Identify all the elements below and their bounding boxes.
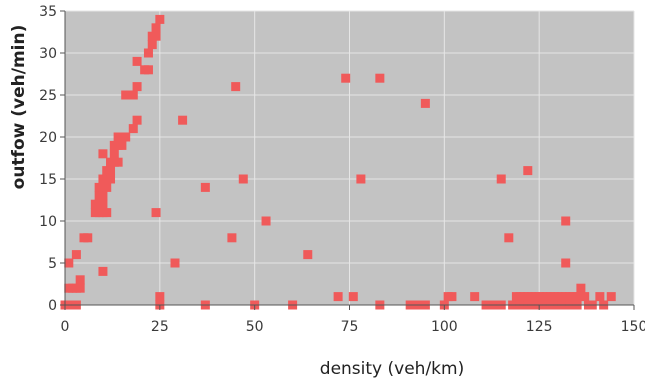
data-point (155, 14, 165, 24)
data-point (375, 73, 385, 83)
gridlines (65, 10, 635, 305)
data-point (447, 292, 457, 302)
y-tick-label: 15 (39, 172, 57, 188)
data-point (238, 174, 248, 184)
data-point (496, 174, 506, 184)
y-tick-label: 30 (39, 46, 57, 62)
data-point (128, 124, 138, 134)
data-point (348, 292, 358, 302)
x-tick-label: 150 (621, 319, 645, 335)
data-point (561, 258, 571, 268)
data-point (572, 292, 582, 302)
data-point (420, 98, 430, 108)
data-point (151, 31, 161, 41)
data-point (121, 132, 131, 142)
y-tick-label: 20 (39, 130, 57, 146)
data-point (83, 233, 93, 243)
data-point (132, 115, 142, 125)
data-point (504, 233, 514, 243)
data-point (64, 258, 74, 268)
data-point (102, 208, 112, 218)
x-tick-label: 50 (246, 319, 264, 335)
data-point (170, 258, 180, 268)
data-point (155, 292, 165, 302)
data-point (128, 90, 138, 100)
y-tick-label: 10 (39, 214, 57, 230)
data-point (106, 166, 116, 176)
data-point (98, 266, 108, 276)
y-tick-label: 35 (39, 4, 57, 20)
data-point (98, 149, 108, 159)
data-point (71, 250, 81, 260)
y-axis-title: outfow (veh/min) (9, 25, 29, 190)
x-axis-ticks: 0 25 50 75 100 125 150 (61, 305, 645, 335)
y-tick-label: 0 (48, 298, 57, 314)
data-point (580, 292, 590, 302)
data-point (117, 140, 127, 150)
data-point (356, 174, 366, 184)
data-point (98, 199, 108, 209)
data-point (75, 283, 85, 293)
data-point (109, 149, 119, 159)
y-axis-ticks: 0 5 10 15 20 25 30 35 (39, 4, 65, 314)
data-point (231, 82, 241, 92)
data-point (113, 157, 123, 167)
x-tick-label: 75 (341, 319, 359, 335)
data-point (561, 216, 571, 226)
data-point (147, 40, 157, 50)
data-point (132, 82, 142, 92)
data-point (200, 182, 210, 192)
data-point (470, 292, 480, 302)
data-point (102, 182, 112, 192)
data-point (132, 56, 142, 66)
x-tick-label: 0 (61, 319, 70, 335)
x-tick-label: 100 (431, 319, 458, 335)
data-point (143, 65, 153, 75)
data-point (341, 73, 351, 83)
data-point (106, 174, 116, 184)
data-point (595, 292, 605, 302)
x-tick-label: 125 (526, 319, 553, 335)
data-point (523, 166, 533, 176)
data-point (151, 208, 161, 218)
data-point (151, 23, 161, 33)
data-point (227, 233, 237, 243)
data-point (143, 48, 153, 58)
y-tick-label: 25 (39, 88, 57, 104)
data-point (333, 292, 343, 302)
data-point (75, 275, 85, 285)
x-tick-label: 25 (151, 319, 169, 335)
data-point (303, 250, 313, 260)
data-point (178, 115, 188, 125)
x-axis-title: density (veh/km) (320, 359, 464, 379)
data-point (98, 191, 108, 201)
data-point (576, 283, 586, 293)
data-point (606, 292, 616, 302)
y-tick-label: 5 (48, 256, 57, 272)
data-point (261, 216, 271, 226)
